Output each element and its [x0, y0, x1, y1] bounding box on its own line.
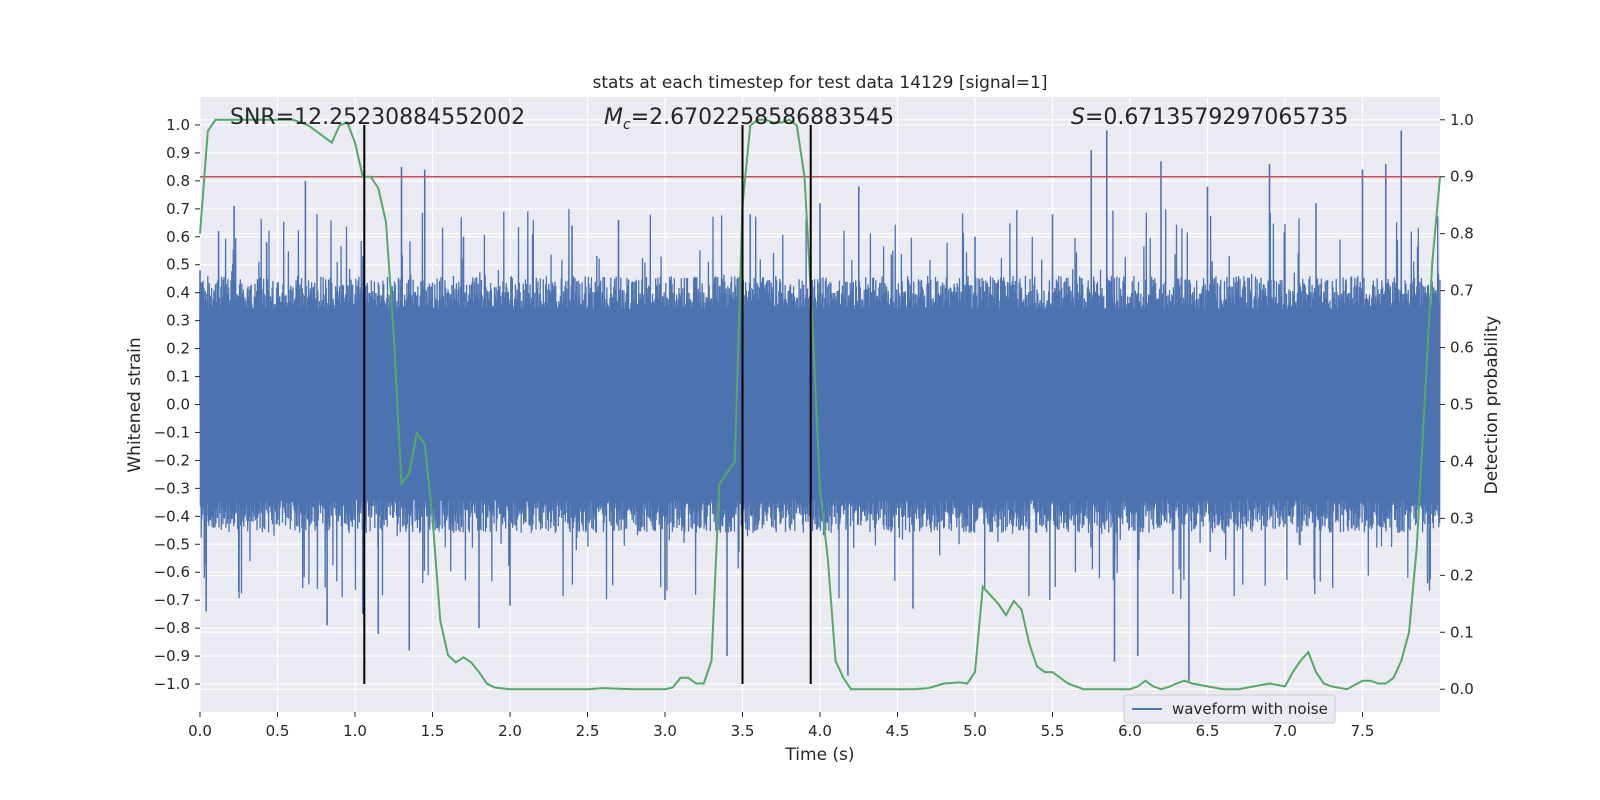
- vertical-markers: [363, 124, 812, 685]
- s-symbol: S: [1071, 105, 1085, 130]
- waveform-series: [199, 130, 1441, 682]
- y-tick-label-1: −0.9: [154, 647, 190, 665]
- s-annotation: S=0.6713579297065735: [1071, 105, 1348, 130]
- probability-series: [199, 118, 1441, 691]
- y2-tick-label-5: 0.5: [1450, 396, 1474, 414]
- y-tick-label-5: −0.5: [154, 535, 190, 553]
- legend: waveform with noise: [1123, 694, 1336, 724]
- y-tick-label-20: 1.0: [166, 116, 190, 134]
- y2-tick-label-7: 0.7: [1450, 282, 1474, 300]
- y-tick-label-18: 0.8: [166, 172, 190, 190]
- snr-annotation: SNR=12.25230884552002: [230, 105, 525, 130]
- x-tick-label-9: 4.5: [886, 722, 910, 740]
- x-tick-label-8: 4.0: [808, 722, 832, 740]
- x-tick-label-3: 1.5: [421, 722, 445, 740]
- y2-tick-label-4: 0.4: [1450, 452, 1474, 470]
- y2-tick-label-8: 0.8: [1450, 225, 1474, 243]
- y-tick-label-12: 0.2: [166, 340, 190, 358]
- y-tick-label-15: 0.5: [166, 256, 190, 274]
- mc-symbol: M: [604, 105, 623, 130]
- x-tick-label-2: 1.0: [343, 722, 367, 740]
- y2-tick-label-6: 0.6: [1450, 339, 1474, 357]
- x-tick-label-10: 5.0: [963, 722, 987, 740]
- tick-labels: 0.0 0.5 1.0 1.5 2.0 2.5 3.0 3.5 4.0 4.5 5.0 5.5 6.0 6…: [154, 111, 1474, 740]
- y-tick-label-7: −0.3: [154, 479, 190, 497]
- y2-tick-label-2: 0.2: [1450, 566, 1474, 584]
- y-tick-label-3: −0.7: [154, 591, 190, 609]
- y2-tick-label-9: 0.9: [1450, 168, 1474, 186]
- x-tick-label-5: 2.5: [576, 722, 600, 740]
- s-value: =0.6713579297065735: [1085, 105, 1348, 130]
- x-tick-label-0: 0.0: [188, 722, 212, 740]
- probability-line: [199, 118, 1441, 691]
- x-tick-label-12: 6.0: [1118, 722, 1142, 740]
- y-tick-label-17: 0.7: [166, 200, 190, 218]
- x-tick-label-1: 0.5: [266, 722, 290, 740]
- x-tick-label-13: 6.5: [1196, 722, 1220, 740]
- y-tick-label-11: 0.1: [166, 368, 190, 386]
- y2-tick-label-1: 0.1: [1450, 623, 1474, 641]
- legend-entry-waveform: waveform with noise: [1172, 700, 1328, 718]
- y2-tick-label-10: 1.0: [1450, 111, 1474, 129]
- y-tick-label-14: 0.4: [166, 284, 190, 302]
- y-tick-label-6: −0.4: [154, 507, 190, 525]
- y-tick-label-4: −0.6: [154, 563, 190, 581]
- mc-annotation: Mc=2.6702258586883545: [604, 105, 894, 133]
- y2-axis-label: Detection probability: [1482, 316, 1502, 495]
- y-tick-label-9: −0.1: [154, 423, 190, 441]
- mc-subscript: c: [623, 117, 631, 133]
- x-axis-label: Time (s): [784, 745, 854, 765]
- x-tick-label-11: 5.5: [1041, 722, 1065, 740]
- y2-tick-label-3: 0.3: [1450, 509, 1474, 527]
- y-tick-label-16: 0.6: [166, 228, 190, 246]
- x-tick-label-7: 3.5: [731, 722, 755, 740]
- x-tick-label-15: 7.5: [1351, 722, 1375, 740]
- y-axis-label: Whitened strain: [125, 337, 145, 472]
- x-tick-label-4: 2.0: [498, 722, 522, 740]
- legend-box: [1123, 694, 1336, 724]
- mc-value: =2.6702258586883545: [631, 105, 894, 130]
- y-tick-label-13: 0.3: [166, 312, 190, 330]
- y-tick-label-19: 0.9: [166, 144, 190, 162]
- chart-title: stats at each timestep for test data 141…: [593, 73, 1048, 93]
- y-tick-label-10: 0.0: [166, 396, 190, 414]
- x-tick-label-14: 7.0: [1273, 722, 1297, 740]
- y2-tick-label-0: 0.0: [1450, 680, 1474, 698]
- x-tick-label-6: 3.0: [653, 722, 677, 740]
- y-tick-label-0: −1.0: [154, 675, 190, 693]
- y-tick-label-8: −0.2: [154, 451, 190, 469]
- y-tick-label-2: −0.8: [154, 619, 190, 637]
